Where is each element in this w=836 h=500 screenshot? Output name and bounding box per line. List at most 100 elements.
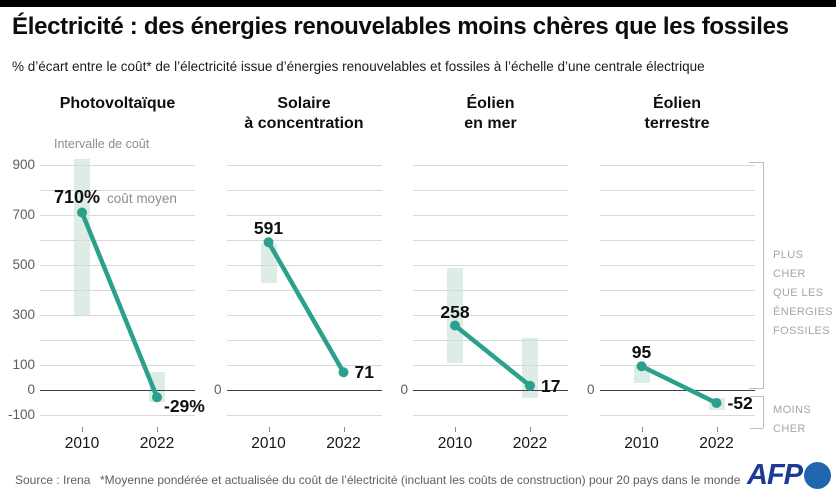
x-tick — [716, 427, 718, 432]
grid-line — [413, 190, 568, 191]
source-label: Source : Irena — [15, 473, 91, 487]
grid-line — [40, 315, 195, 316]
note-more-expensive-line: ÉNERGIES — [773, 306, 834, 318]
grid-line — [413, 340, 568, 341]
grid-line — [226, 315, 382, 316]
x-tick — [82, 427, 83, 432]
grid-line — [40, 190, 195, 191]
footnote: *Moyenne pondérée et actualisée du coût … — [100, 473, 741, 487]
note-more-expensive-line: QUE LES — [773, 287, 824, 299]
panel-title-line: à concentration — [244, 115, 364, 132]
grid-line — [40, 215, 195, 216]
year-label: 2022 — [326, 435, 361, 452]
y-axis-label: 300 — [12, 307, 35, 322]
interval-range-label: Intervalle de coût — [54, 137, 150, 151]
cost-band — [74, 158, 90, 315]
grid-line — [226, 265, 382, 266]
zero-line — [40, 390, 195, 391]
x-tick — [641, 427, 643, 432]
data-point-label: -52 — [727, 393, 753, 413]
grid-line — [226, 340, 382, 341]
grid-line — [40, 165, 195, 166]
grid-line — [599, 315, 755, 316]
panel-title-line: Photovoltaïque — [59, 95, 176, 112]
grid-line — [226, 290, 382, 291]
x-tick — [268, 427, 270, 432]
page-title: Électricité : des énergies renouvelables… — [12, 13, 789, 40]
grid-line — [599, 240, 755, 241]
zero-line — [226, 390, 382, 391]
grid-line — [413, 165, 568, 166]
y-axis-label: 100 — [12, 357, 35, 372]
panel-title-line: Solaire — [277, 95, 331, 112]
grid-line — [413, 215, 568, 216]
top-bar — [0, 0, 836, 7]
grid-line — [40, 290, 195, 291]
data-point-label: 591 — [253, 218, 284, 239]
x-tick — [157, 427, 158, 432]
grid-line — [413, 415, 568, 416]
data-point — [338, 367, 349, 378]
year-label: 2022 — [512, 435, 548, 452]
x-tick — [455, 427, 456, 432]
grid-line — [40, 415, 195, 416]
y-axis-label: 0 — [27, 382, 35, 397]
grid-line — [413, 365, 568, 366]
grid-line — [599, 165, 755, 166]
grid-line — [413, 290, 568, 291]
bracket-cheaper-top-tick — [750, 396, 763, 397]
x-tick — [343, 427, 345, 432]
cost-band — [522, 337, 538, 398]
y-axis-label: 0 — [400, 382, 408, 397]
grid-line — [413, 240, 568, 241]
afp-logo-text: AFP — [747, 459, 803, 491]
trend-line — [266, 240, 346, 375]
cost-band — [633, 365, 650, 383]
y-axis-label: 700 — [12, 207, 35, 222]
year-label: 2010 — [64, 435, 100, 452]
x-tick — [530, 427, 531, 432]
bracket-more-expensive — [763, 162, 764, 389]
grid-line — [40, 365, 195, 366]
panel-title-line: terrestre — [644, 115, 710, 132]
year-label: 2022 — [139, 435, 175, 452]
panel-title-line: Éolien — [466, 95, 515, 112]
y-axis-label: 500 — [12, 257, 35, 272]
grid-line — [599, 365, 755, 366]
trend-line — [452, 323, 533, 388]
grid-line — [40, 240, 195, 241]
grid-line — [226, 215, 382, 216]
cost-band — [708, 398, 725, 410]
grid-line — [226, 415, 382, 416]
mean-caption: coût moyen — [107, 190, 177, 206]
data-point-label: 17 — [541, 375, 561, 396]
y-axis-label: 900 — [12, 157, 35, 172]
data-point-label: 710% coût moyen — [54, 187, 177, 208]
grid-line — [599, 215, 755, 216]
afp-logo-circle-icon — [804, 462, 831, 489]
bracket-more-expensive-bottom-tick — [749, 388, 763, 389]
y-axis-label: -100 — [7, 407, 35, 422]
zero-line — [413, 390, 568, 391]
grid-line — [413, 265, 568, 266]
bracket-cheaper-bottom-tick — [750, 428, 763, 429]
data-point-label: 258 — [440, 301, 470, 322]
year-label: 2022 — [699, 435, 734, 452]
grid-line — [599, 290, 755, 291]
note-cheaper: MOINS CHER — [773, 404, 812, 435]
zero-line — [599, 390, 755, 391]
data-point-label: 95 — [631, 342, 652, 363]
data-point-label: -29% — [164, 396, 205, 417]
grid-line — [599, 340, 755, 341]
mean-value: 710% — [54, 186, 101, 207]
note-more-expensive: PLUS CHER QUE LES ÉNERGIES FOSSILES — [773, 246, 836, 341]
year-label: 2010 — [437, 435, 473, 452]
grid-line — [226, 165, 382, 166]
year-label: 2010 — [251, 435, 286, 452]
bracket-cheaper — [763, 396, 764, 428]
grid-line — [226, 190, 382, 191]
page-subtitle: % d’écart entre le coût* de l’électricit… — [12, 59, 705, 74]
